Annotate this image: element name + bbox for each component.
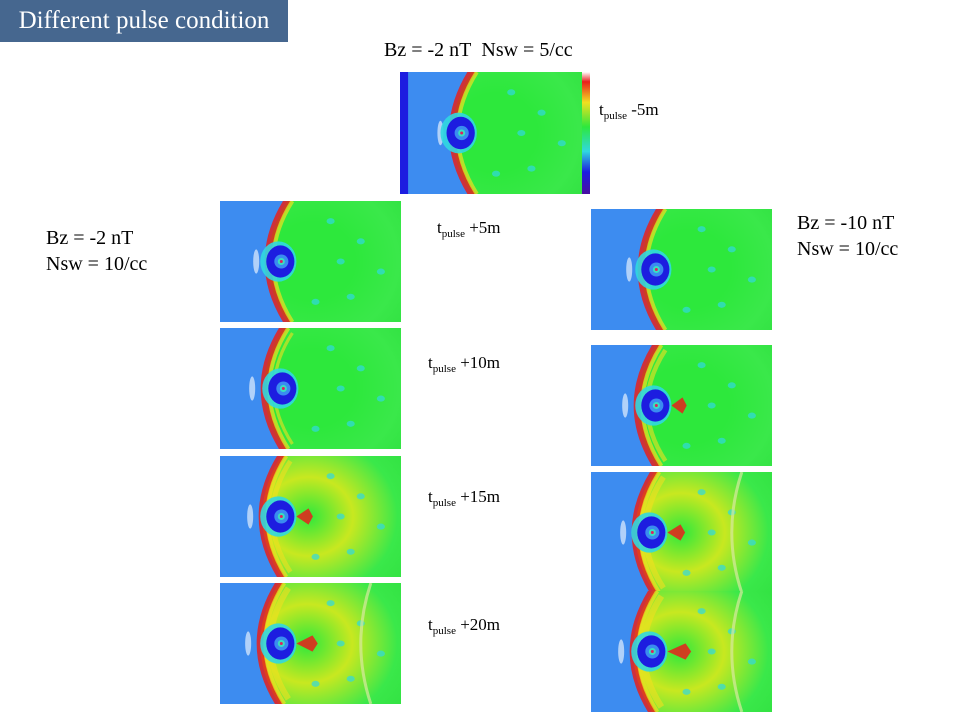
right-nsw-text: Nsw = 10/cc: [797, 238, 899, 260]
panel-right-plus5: [591, 209, 772, 330]
left-nsw-text: Nsw = 10/cc: [46, 253, 148, 275]
simulation-image: [220, 328, 401, 449]
simulation-image: [591, 591, 772, 712]
simulation-image: [400, 72, 582, 194]
time-label-plus5: tpulse +5m: [437, 218, 501, 240]
panel-left-plus15: [220, 456, 401, 577]
simulation-image: [591, 209, 772, 330]
top-bz-text: Bz = -2 nT: [384, 39, 472, 61]
top-nsw-text: Nsw = 5/cc: [481, 39, 573, 61]
time-label-minus5: tpulse -5m: [599, 100, 659, 122]
panel-right-plus20: [591, 591, 772, 712]
panel-top-minus5: [400, 72, 582, 194]
simulation-image: [220, 201, 401, 322]
right-condition-label: Bz = -10 nT Nsw = 10/cc: [797, 210, 898, 262]
panel-left-plus20: [220, 583, 401, 704]
simulation-image: [220, 583, 401, 704]
left-bz-text: Bz = -2 nT: [46, 227, 134, 249]
left-condition-label: Bz = -2 nT Nsw = 10/cc: [46, 225, 147, 277]
panel-right-plus15: [591, 472, 772, 593]
time-label-plus20: tpulse +20m: [428, 615, 501, 637]
simulation-image: [591, 345, 772, 466]
panel-left-plus10: [220, 328, 401, 449]
simulation-image: [220, 456, 401, 577]
right-bz-text: Bz = -10 nT: [797, 212, 895, 234]
time-label-plus15: tpulse +15m: [428, 487, 501, 509]
simulation-image: [582, 72, 590, 194]
simulation-image: [591, 472, 772, 593]
panel-left-plus5: [220, 201, 401, 322]
top-condition-label: Bz = -2 nT Nsw = 5/cc: [384, 37, 573, 63]
title-banner: Different pulse condition: [0, 0, 288, 42]
panel-right-plus10: [591, 345, 772, 466]
colorbar: [582, 72, 590, 194]
time-label-plus10: tpulse +10m: [428, 353, 501, 375]
